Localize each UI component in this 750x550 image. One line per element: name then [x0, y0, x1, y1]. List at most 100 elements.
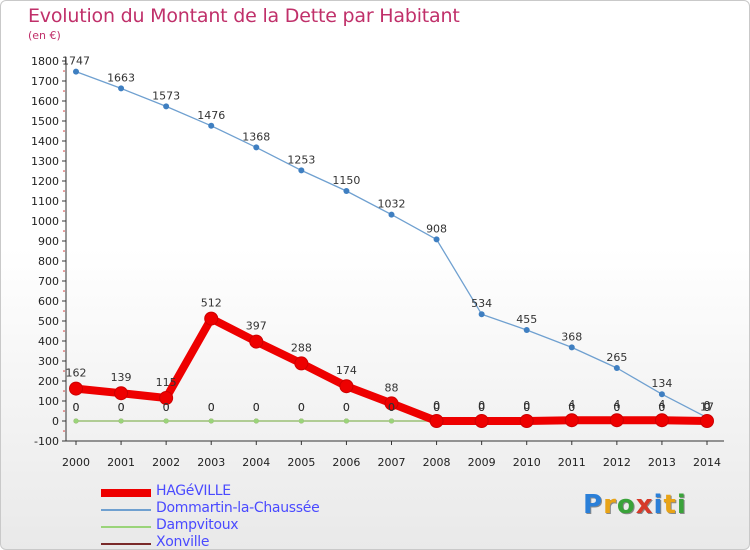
data-label: 0 [568, 401, 575, 414]
y-minor-tick [63, 410, 65, 412]
logo-letter: P [583, 490, 604, 520]
logo-letter: x [635, 490, 654, 520]
data-label: 0 [388, 401, 395, 414]
y-tick-label: 500 [38, 315, 59, 328]
series-line-1 [75, 70, 708, 419]
data-label: 908 [426, 222, 447, 235]
logo-letter: r [603, 490, 617, 520]
y-minor-tick [63, 330, 65, 332]
data-point [474, 414, 489, 428]
y-tick-label: 1700 [31, 75, 59, 88]
data-point [523, 327, 530, 333]
data-label: 0 [298, 401, 305, 414]
data-point [294, 356, 309, 371]
data-label: 0 [253, 401, 260, 414]
legend-label: HAGéVILLE [156, 483, 231, 499]
data-label: 288 [291, 341, 312, 354]
data-point [658, 391, 665, 398]
data-label: 0 [433, 401, 440, 414]
y-tick-label: 100 [38, 395, 59, 408]
x-tick-label: 2006 [332, 456, 360, 469]
data-point [388, 211, 395, 218]
data-label: 0 [343, 401, 350, 414]
data-label: 368 [561, 330, 582, 343]
y-minor-tick [63, 250, 65, 252]
data-point [519, 414, 534, 428]
data-point [389, 418, 394, 424]
x-tick-label: 2003 [197, 456, 225, 469]
y-minor-tick [63, 190, 65, 192]
data-label: 0 [658, 401, 665, 414]
data-label: 0 [568, 401, 575, 414]
y-tick-label: 600 [38, 295, 59, 308]
data-point [204, 311, 219, 326]
y-minor-tick [63, 170, 65, 172]
data-label: 115 [156, 376, 177, 389]
y-minor-tick [63, 430, 65, 432]
data-label: 0 [704, 401, 711, 414]
y-minor-tick [63, 230, 65, 232]
data-label: 0 [478, 401, 485, 414]
y-tick-label: -100 [34, 435, 59, 448]
data-label: 0 [343, 401, 350, 414]
data-label: 88 [385, 381, 399, 394]
proxiti-logo: Proxiti [583, 490, 687, 520]
x-tick-label: 2005 [287, 456, 315, 469]
data-label: 17 [700, 401, 714, 414]
logo-letter: i [653, 490, 664, 520]
legend-swatch [101, 489, 151, 497]
x-tick-label: 2010 [513, 456, 541, 469]
data-point [700, 414, 714, 428]
y-minor-tick [63, 310, 65, 312]
data-point [163, 103, 170, 110]
y-minor-tick [63, 370, 65, 372]
data-label: 0 [208, 401, 215, 414]
data-point [433, 236, 440, 243]
y-tick-label: 200 [38, 375, 59, 388]
data-label: 0 [523, 401, 530, 414]
data-label: 0 [388, 401, 395, 414]
data-label: 0 [298, 401, 305, 414]
x-tick-label: 2007 [378, 456, 406, 469]
data-point [114, 386, 129, 401]
data-label: 1368 [242, 130, 270, 143]
y-tick-label: 1500 [31, 115, 59, 128]
x-tick-label: 2013 [648, 456, 676, 469]
legend-label: Xonville [156, 534, 210, 550]
data-label: 0 [478, 401, 485, 414]
y-tick-label: 800 [38, 255, 59, 268]
data-point [384, 396, 399, 411]
data-label: 0 [658, 401, 665, 414]
data-label: 0 [613, 401, 620, 414]
data-point [339, 379, 354, 394]
data-point [609, 413, 624, 428]
data-point [253, 144, 260, 151]
legend-swatch [101, 509, 151, 511]
data-label: 1150 [332, 174, 360, 187]
data-label: 0 [118, 401, 125, 414]
data-point [568, 344, 575, 351]
y-tick-label: 1200 [31, 175, 59, 188]
y-minor-tick [63, 70, 65, 72]
data-label: 397 [246, 320, 267, 333]
data-point [159, 391, 174, 405]
data-point [163, 418, 169, 424]
data-point [298, 167, 305, 174]
x-tick-label: 2000 [62, 456, 90, 469]
data-label: 0 [253, 401, 260, 414]
data-point [343, 188, 350, 194]
y-tick-label: 0 [52, 415, 59, 428]
y-tick-label: 1800 [31, 55, 59, 68]
data-label: 455 [516, 313, 537, 326]
data-label: 0 [163, 401, 170, 414]
data-label: 0 [704, 399, 711, 412]
data-label: 512 [201, 297, 222, 310]
data-label: 134 [651, 377, 672, 390]
data-point [298, 418, 304, 424]
y-tick-label: 1300 [31, 155, 59, 168]
data-label: 0 [523, 401, 530, 414]
data-point [429, 414, 444, 428]
data-point [73, 418, 79, 424]
